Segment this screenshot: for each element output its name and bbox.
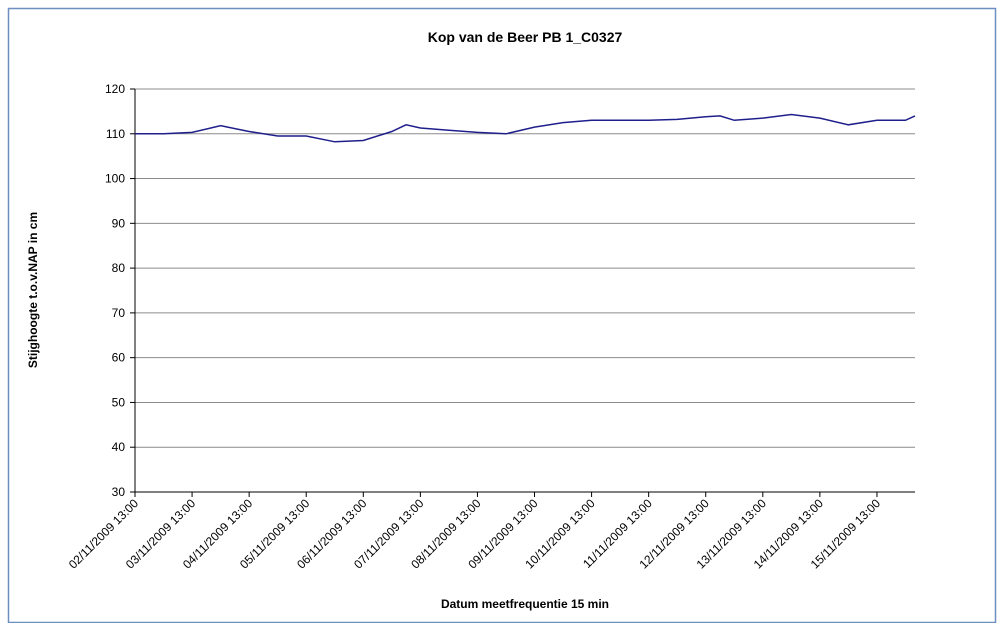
y-tick-label: 50 (112, 395, 126, 409)
data-line (135, 113, 916, 143)
y-tick-label: 100 (105, 172, 125, 186)
chart-title: Kop van de Beer PB 1_C0327 (428, 29, 623, 45)
y-tick-label: 40 (112, 440, 126, 454)
y-tick-label: 70 (112, 306, 126, 320)
y-tick-label: 120 (105, 82, 125, 96)
x-axis-title: Datum meetfrequentie 15 min (441, 597, 609, 611)
y-tick-label: 110 (106, 127, 125, 141)
y-tick-label: 30 (112, 485, 126, 499)
chart-frame (7, 7, 997, 623)
y-tick-label: 80 (112, 261, 126, 275)
y-axis-title: Stijghoogte t.o.v.NAP in cm (26, 212, 40, 368)
y-tick-label: 90 (112, 216, 126, 230)
y-tick-label: 60 (112, 351, 126, 365)
